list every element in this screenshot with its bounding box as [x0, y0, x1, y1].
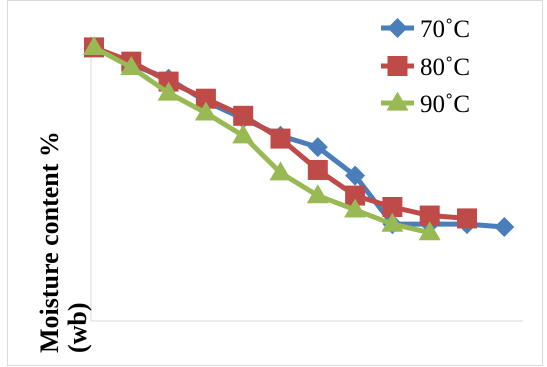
series-line-3 — [92, 45, 431, 236]
data-point-2-5 — [233, 105, 254, 126]
data-point-3-10 — [418, 221, 441, 241]
plot-axes — [90, 36, 523, 322]
y-axis-label-line1: Moisture content % — [35, 131, 64, 353]
legend-marker-3 — [386, 91, 409, 111]
y-axis-label-line2: (wb) — [63, 302, 92, 353]
data-point-3-1 — [83, 36, 105, 55]
y-axis-label: Moisture content % (wb) — [35, 131, 92, 353]
data-point-1-12 — [494, 216, 515, 237]
data-point-3-7 — [306, 184, 329, 204]
legend-marker-2 — [387, 56, 408, 76]
chart-frame — [7, 0, 543, 366]
data-point-3-4 — [194, 101, 217, 121]
data-point-2-10 — [419, 205, 440, 226]
legend-label-2: 80˚C — [420, 54, 470, 81]
data-point-3-3 — [157, 81, 180, 101]
data-point-1-8 — [345, 165, 366, 186]
legend-marker-1 — [387, 18, 408, 38]
legend-label-3: 90˚C — [420, 91, 470, 118]
data-point-3-8 — [344, 198, 367, 218]
data-point-2-9 — [382, 197, 403, 217]
legend-entry-2: 80˚C — [381, 54, 470, 81]
legend-label-1: 70˚C — [420, 16, 470, 43]
data-point-2-7 — [307, 159, 328, 180]
data-point-3-2 — [120, 55, 143, 75]
legend-entry-3: 90˚C — [381, 91, 470, 118]
data-point-3-5 — [232, 124, 255, 144]
data-point-2-4 — [195, 88, 216, 109]
data-point-3-6 — [269, 161, 292, 181]
data-point-2-6 — [270, 128, 291, 149]
series-3 — [83, 36, 441, 241]
legend: 70˚C 80˚C 90˚C — [381, 16, 470, 118]
data-point-1-7 — [307, 137, 328, 158]
data-point-3-9 — [381, 212, 404, 232]
legend-entry-1: 70˚C — [381, 16, 470, 43]
data-point-2-11 — [457, 208, 477, 229]
series-layer — [83, 36, 515, 241]
series-2 — [84, 37, 477, 229]
data-point-2-8 — [345, 185, 366, 206]
